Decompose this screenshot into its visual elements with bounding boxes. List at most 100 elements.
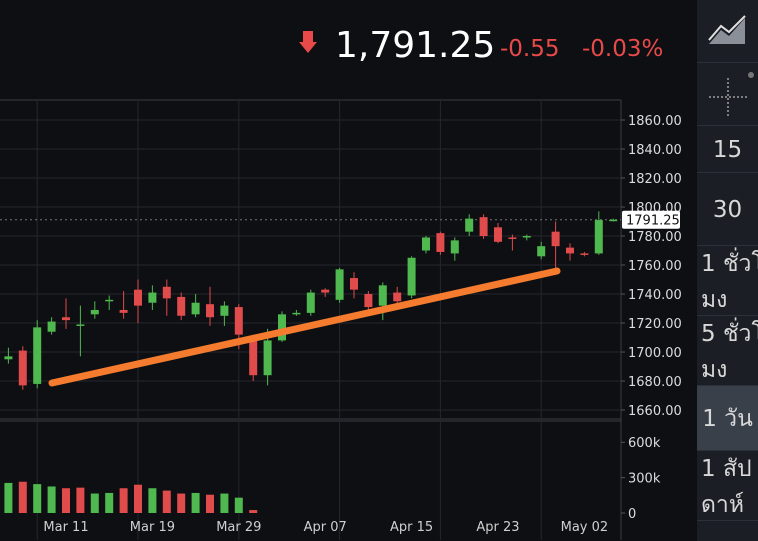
candle-body [321,289,330,293]
interval-button[interactable] [697,520,758,541]
last-price-label: 1791.25 [626,214,680,229]
candle-body [364,294,373,308]
volume-bar [220,493,229,513]
volume-bar [119,488,128,513]
candle-body [422,237,430,251]
volume-bar [249,510,258,513]
change: -0.55 [500,36,560,62]
candle-body [566,247,574,254]
candle-body [494,227,502,242]
y-tick-label: 1740.00 [628,288,682,303]
interval-label: 1 สัปดาห์ [701,456,752,518]
candle-body [33,327,42,384]
y-tick-label: 1720.00 [628,317,682,332]
y-tick-label: 1680.00 [628,375,682,390]
y-tick-label: 1840.00 [628,143,682,158]
candle-body [206,304,214,318]
interval-label: 15 [712,136,743,163]
candle-body [407,257,416,296]
chart-type-button[interactable] [697,0,758,62]
candle-body [479,217,488,237]
down-arrow [303,31,313,43]
volume-tick-label: 0 [628,507,636,522]
candle-body [220,305,229,316]
volume-bar [33,484,42,513]
x-tick-label: Apr 15 [390,520,433,535]
volume-bar [206,494,214,513]
interval-label: 1 วัน [702,405,753,432]
x-tick-label: Mar 11 [43,520,88,535]
volume-bar [148,488,157,513]
candle-body [105,299,114,302]
interval-label: 5 ชั่วโมง [701,321,758,383]
candle-body [148,292,157,303]
volume-bar [90,493,99,513]
candle-body [134,289,142,306]
interval-button[interactable]: 15 [697,125,758,173]
candle-body [436,233,445,252]
candle-body [62,317,70,321]
candle-body [594,220,603,254]
interval-button[interactable]: 1 สัปดาห์ [697,450,758,521]
volume-bar [234,497,243,513]
candle-body [18,350,27,386]
candle-body [292,312,301,315]
candle-body [278,314,286,341]
candle-body [90,309,99,315]
interval-button[interactable]: 1 วัน [697,385,758,451]
y-tick-label: 1760.00 [628,259,682,274]
candle-body [393,292,402,302]
change-percent: -0.03% [582,36,663,62]
candle-body [378,285,387,306]
candle-body [450,240,459,254]
candle-body [76,324,85,326]
candle-body [249,340,258,376]
volume-bar [18,481,27,513]
candle-body [551,231,560,247]
trend-line [48,267,561,387]
candle-body [306,292,315,313]
candle-body [580,253,589,255]
crosshair-icon [709,72,754,116]
volume-bar [76,487,85,513]
candle-body [335,269,344,300]
volume-tick-label: 300k [628,472,661,487]
volume-bar [162,490,171,513]
candle-body [350,278,358,290]
candle-body [191,302,200,315]
candle-body [162,286,171,299]
x-tick-label: Apr 07 [304,520,347,535]
candle-body [465,218,474,232]
interval-button[interactable]: 1 ชั่วโมง [697,245,758,316]
area-icon [708,15,746,44]
volume-bar [47,486,56,513]
interval-button[interactable]: 5 ชั่วโมง [697,315,758,386]
candle-body [508,237,517,239]
x-tick-label: Mar 29 [216,520,261,535]
vertical-grid [36,100,542,540]
volume-bar [105,492,114,513]
candle-body [537,246,546,257]
last-price-box [622,210,680,229]
interval-label: 30 [712,196,743,223]
volume-bar [134,484,142,513]
candle-body [609,219,618,222]
volume-bar [191,492,200,513]
x-tick-label: Mar 19 [130,520,175,535]
y-tick-label: 1820.00 [628,172,682,187]
y-tick-label: 1700.00 [628,346,682,361]
chart: 1,791.25 -0.55 -0.03% 1860.00 1840.00 1820… [0,25,682,540]
crosshair-button[interactable] [697,62,758,126]
candle-body [177,296,186,316]
volume-bar [4,482,13,513]
x-tick-label: Apr 23 [476,520,519,535]
volume-tick-label: 600k [628,436,661,451]
candle-body [263,340,272,376]
x-tick-label: May 02 [561,520,609,535]
interval-button[interactable]: 30 [697,172,758,246]
candle-body [234,307,243,335]
volume-bar [177,493,186,513]
candle-body [522,236,531,238]
y-tick-label: 1860.00 [628,114,682,129]
